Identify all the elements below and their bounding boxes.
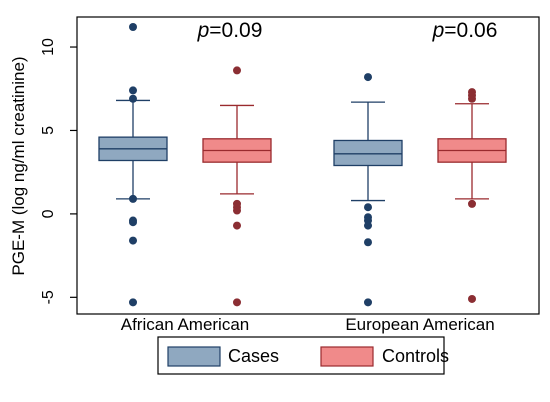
- category-label: African American: [121, 315, 250, 334]
- p-value-annotations: p=0.09 p=0.06: [197, 19, 498, 42]
- box-cases-1: [333, 73, 403, 307]
- legend-label-controls: Controls: [382, 346, 449, 366]
- plot-area-frame: [76, 16, 540, 315]
- outlier-point: [129, 236, 137, 245]
- outlier-point: [364, 73, 372, 82]
- box-controls-1: [437, 88, 507, 303]
- y-tick-label: 5: [40, 126, 57, 135]
- y-tick-label: 10: [40, 38, 57, 56]
- outlier-point: [129, 94, 137, 103]
- legend-swatch-cases: [167, 346, 221, 367]
- outlier-point: [364, 238, 372, 247]
- outlier-point: [129, 218, 137, 227]
- p-value-text: =0.06: [444, 19, 497, 42]
- outlier-point: [468, 199, 476, 208]
- outlier-point: [233, 66, 241, 75]
- outlier-point: [468, 94, 476, 103]
- outlier-point: [129, 86, 137, 95]
- outlier-point: [364, 221, 372, 230]
- p-value-label: p=0.09: [197, 19, 263, 42]
- outlier-point: [233, 221, 241, 230]
- box-cases-0: [98, 23, 168, 307]
- category-label: European American: [345, 315, 494, 334]
- p-value-prefix: p: [197, 19, 210, 42]
- box-controls-0: [202, 66, 272, 307]
- legend-label-cases: Cases: [228, 346, 279, 366]
- y-tick-label: -5: [40, 290, 57, 304]
- p-value-prefix: p: [432, 19, 445, 42]
- outlier-point: [129, 298, 137, 307]
- legend-swatch-controls: [320, 346, 374, 367]
- outlier-point: [364, 203, 372, 212]
- p-value-text: =0.09: [209, 19, 262, 42]
- outlier-point: [468, 294, 476, 303]
- outlier-point: [364, 298, 372, 307]
- outlier-point: [233, 206, 241, 215]
- box-iqr: [333, 139, 403, 167]
- y-tick-label: 0: [40, 209, 57, 218]
- y-axis-ticks: -5 0 5 10: [40, 38, 77, 304]
- p-value-label: p=0.06: [432, 19, 498, 42]
- outlier-point: [129, 23, 137, 32]
- boxes-layer: [98, 23, 507, 307]
- x-axis-category-labels: African American European American: [121, 315, 495, 334]
- outlier-point: [233, 298, 241, 307]
- legend: Cases Controls: [157, 336, 449, 375]
- outlier-point: [129, 194, 137, 203]
- y-axis-label: PGE-M (log ng/ml creatinine): [9, 56, 28, 275]
